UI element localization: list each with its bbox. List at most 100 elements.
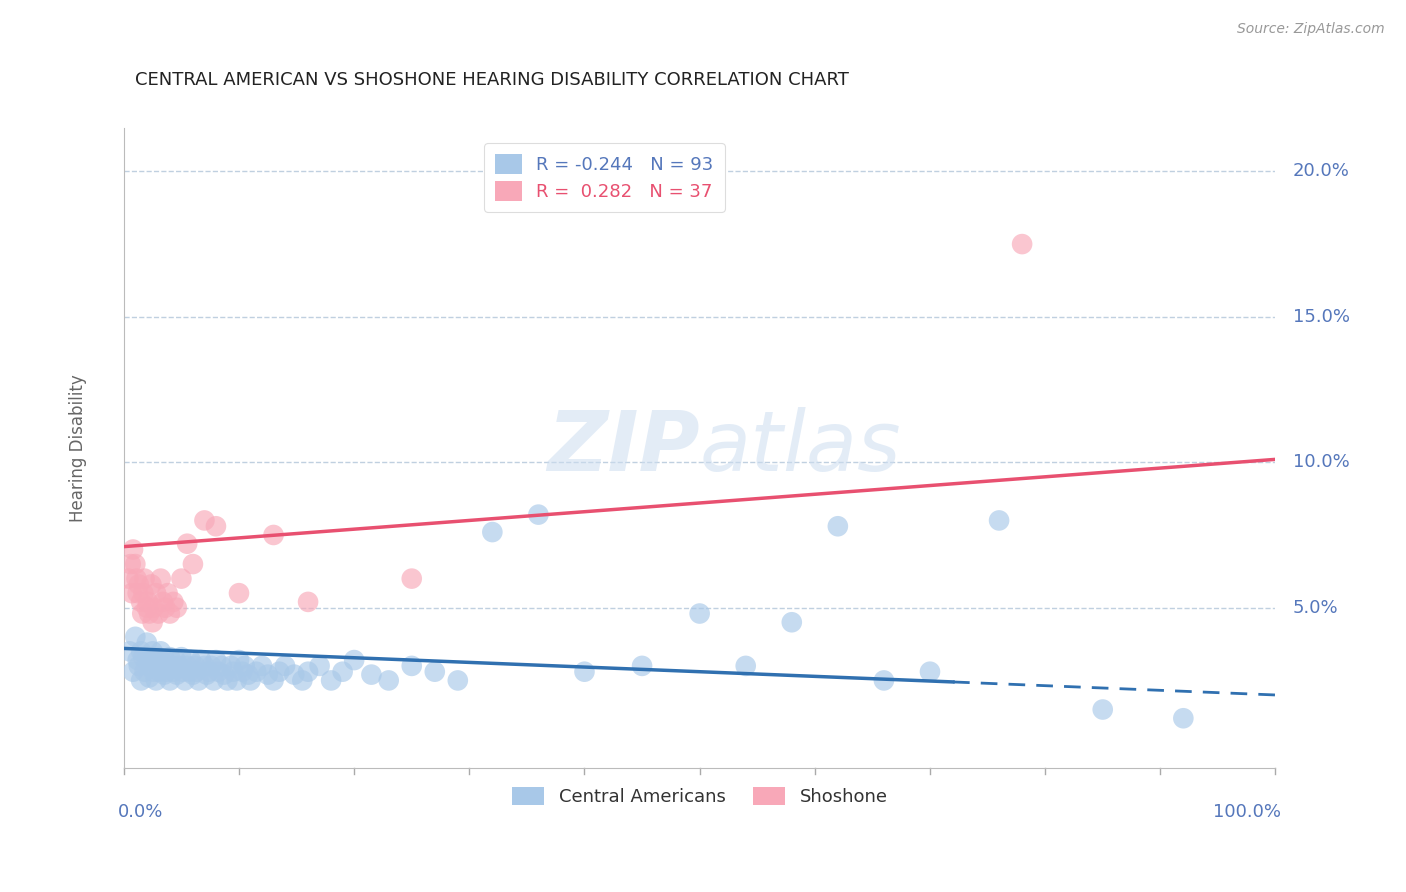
Text: atlas: atlas bbox=[700, 408, 901, 488]
Point bbox=[135, 600, 157, 615]
Point bbox=[129, 595, 152, 609]
Point bbox=[138, 607, 160, 621]
Point bbox=[873, 673, 896, 688]
Point bbox=[180, 653, 202, 667]
Point bbox=[631, 659, 654, 673]
Point bbox=[988, 513, 1011, 527]
Point bbox=[145, 673, 167, 688]
Point bbox=[228, 653, 250, 667]
Point bbox=[1173, 711, 1195, 725]
Point bbox=[148, 607, 170, 621]
Point bbox=[263, 528, 285, 542]
Point bbox=[200, 659, 222, 673]
Point bbox=[574, 665, 596, 679]
Point bbox=[195, 667, 218, 681]
Point bbox=[222, 665, 245, 679]
Point bbox=[401, 572, 423, 586]
Point bbox=[170, 572, 193, 586]
Point bbox=[217, 673, 239, 688]
Point bbox=[159, 607, 181, 621]
Point bbox=[156, 659, 179, 673]
Point bbox=[153, 667, 176, 681]
Point bbox=[193, 513, 215, 527]
Point bbox=[527, 508, 550, 522]
Point bbox=[155, 665, 177, 679]
Point bbox=[145, 586, 167, 600]
Point bbox=[211, 659, 233, 673]
Text: 15.0%: 15.0% bbox=[1292, 308, 1350, 326]
Point bbox=[219, 659, 242, 673]
Point bbox=[423, 665, 446, 679]
Text: Hearing Disability: Hearing Disability bbox=[69, 374, 87, 522]
Point bbox=[198, 665, 221, 679]
Point bbox=[269, 665, 291, 679]
Point bbox=[377, 673, 399, 688]
Point bbox=[156, 586, 179, 600]
Point bbox=[918, 665, 941, 679]
Text: Source: ZipAtlas.com: Source: ZipAtlas.com bbox=[1237, 22, 1385, 37]
Point bbox=[207, 665, 229, 679]
Point bbox=[190, 653, 212, 667]
Point bbox=[1091, 702, 1114, 716]
Point bbox=[127, 586, 149, 600]
Point bbox=[149, 644, 172, 658]
Point bbox=[148, 659, 170, 673]
Point bbox=[173, 673, 195, 688]
Point bbox=[134, 572, 156, 586]
Point bbox=[176, 659, 198, 673]
Point bbox=[238, 667, 260, 681]
Point bbox=[148, 665, 170, 679]
Point bbox=[689, 607, 711, 621]
Point bbox=[138, 671, 160, 685]
Point bbox=[193, 659, 215, 673]
Point bbox=[135, 653, 157, 667]
Point bbox=[127, 653, 149, 667]
Point bbox=[212, 667, 235, 681]
Point bbox=[166, 667, 188, 681]
Point bbox=[181, 667, 204, 681]
Point bbox=[274, 659, 297, 673]
Legend: Central Americans, Shoshone: Central Americans, Shoshone bbox=[505, 780, 894, 814]
Point bbox=[132, 650, 155, 665]
Point bbox=[117, 572, 139, 586]
Point bbox=[481, 524, 503, 539]
Point bbox=[128, 659, 150, 673]
Point bbox=[152, 595, 174, 609]
Point bbox=[1011, 237, 1033, 252]
Point bbox=[187, 673, 209, 688]
Point bbox=[297, 595, 319, 609]
Point bbox=[150, 659, 173, 673]
Text: 20.0%: 20.0% bbox=[1292, 162, 1350, 180]
Point bbox=[245, 665, 267, 679]
Point bbox=[121, 586, 143, 600]
Point bbox=[202, 673, 225, 688]
Text: ZIP: ZIP bbox=[547, 408, 700, 488]
Point bbox=[131, 607, 153, 621]
Point bbox=[128, 577, 150, 591]
Point bbox=[401, 659, 423, 673]
Point bbox=[231, 665, 253, 679]
Point bbox=[136, 595, 159, 609]
Point bbox=[332, 665, 354, 679]
Point bbox=[256, 667, 278, 681]
Point bbox=[181, 557, 204, 571]
Point bbox=[205, 519, 228, 533]
Point bbox=[734, 659, 756, 673]
Text: 100.0%: 100.0% bbox=[1213, 803, 1281, 821]
Point bbox=[124, 630, 146, 644]
Point bbox=[827, 519, 849, 533]
Point bbox=[165, 653, 187, 667]
Point bbox=[118, 644, 141, 658]
Point bbox=[184, 659, 207, 673]
Point bbox=[124, 557, 146, 571]
Point bbox=[139, 659, 162, 673]
Point bbox=[233, 659, 256, 673]
Point bbox=[176, 537, 198, 551]
Point bbox=[291, 673, 314, 688]
Point bbox=[125, 572, 148, 586]
Point bbox=[170, 650, 193, 665]
Text: 10.0%: 10.0% bbox=[1292, 453, 1350, 471]
Point bbox=[129, 673, 152, 688]
Point bbox=[225, 673, 247, 688]
Point bbox=[263, 673, 285, 688]
